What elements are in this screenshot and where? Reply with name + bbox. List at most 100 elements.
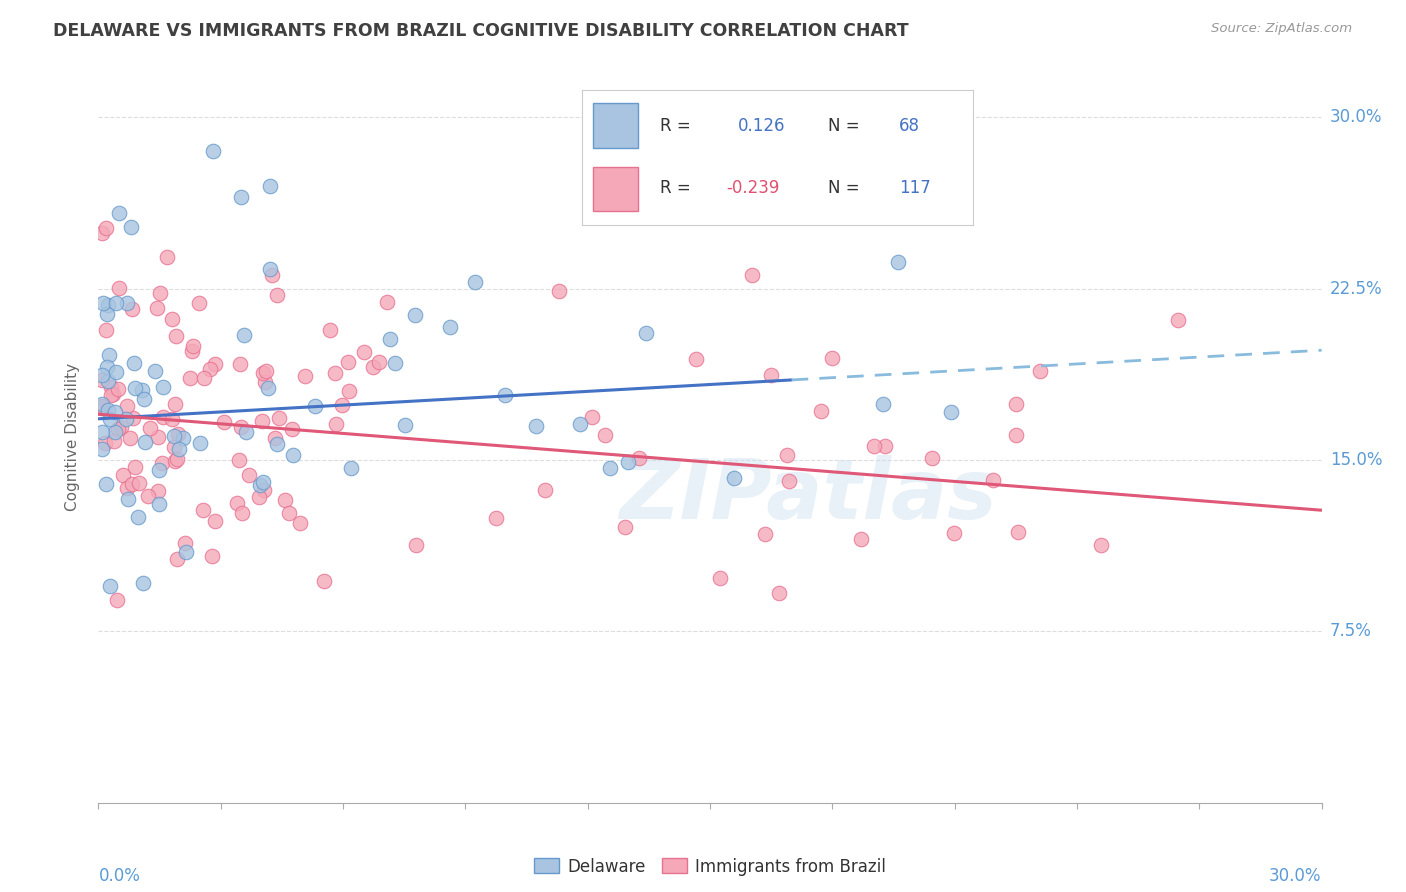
Point bbox=[105, 296, 128, 310]
Point bbox=[212, 415, 235, 429]
Point bbox=[91, 399, 114, 413]
Point bbox=[91, 401, 114, 415]
Point bbox=[193, 371, 215, 385]
Point bbox=[105, 365, 128, 379]
Point bbox=[160, 312, 183, 326]
Point bbox=[281, 422, 304, 436]
Point bbox=[166, 452, 188, 467]
Point bbox=[464, 275, 486, 289]
Point bbox=[103, 434, 125, 448]
Point bbox=[981, 474, 1004, 488]
Point bbox=[121, 302, 143, 317]
Text: DELAWARE VS IMMIGRANTS FROM BRAZIL COGNITIVE DISABILITY CORRELATION CHART: DELAWARE VS IMMIGRANTS FROM BRAZIL COGNI… bbox=[53, 22, 910, 40]
Point bbox=[254, 375, 277, 389]
Point bbox=[340, 461, 363, 475]
Point bbox=[122, 356, 145, 370]
Point bbox=[91, 373, 114, 387]
Point bbox=[283, 448, 305, 462]
Point bbox=[94, 435, 117, 450]
Point bbox=[132, 575, 155, 590]
Point bbox=[188, 296, 211, 310]
Point bbox=[494, 388, 516, 402]
Point bbox=[110, 420, 132, 434]
Point bbox=[152, 410, 174, 425]
Point bbox=[260, 268, 283, 283]
Point bbox=[614, 519, 637, 533]
Point bbox=[485, 511, 508, 525]
Point bbox=[146, 301, 169, 315]
Point bbox=[107, 421, 129, 435]
Point bbox=[939, 404, 962, 418]
Point bbox=[685, 351, 707, 366]
Point bbox=[136, 489, 159, 503]
Point bbox=[105, 593, 128, 607]
Point bbox=[173, 536, 195, 550]
Point bbox=[290, 516, 312, 530]
Point bbox=[314, 574, 336, 588]
Point bbox=[810, 404, 832, 418]
Point bbox=[100, 380, 122, 394]
Point bbox=[124, 381, 146, 395]
Point bbox=[93, 296, 115, 310]
Point bbox=[229, 420, 252, 434]
Point bbox=[167, 427, 190, 442]
Point bbox=[108, 281, 131, 295]
Point bbox=[259, 178, 281, 193]
Point bbox=[134, 434, 156, 449]
Text: 22.5%: 22.5% bbox=[1330, 279, 1382, 298]
Point bbox=[294, 368, 316, 383]
Point bbox=[759, 368, 782, 382]
Point bbox=[111, 467, 134, 482]
Point bbox=[439, 320, 461, 334]
Point bbox=[361, 359, 384, 374]
Point bbox=[134, 392, 156, 406]
Point bbox=[191, 503, 214, 517]
Point bbox=[127, 510, 149, 524]
Point bbox=[232, 327, 254, 342]
Point bbox=[921, 451, 943, 466]
Point bbox=[1029, 363, 1052, 377]
Text: ZIPatlas: ZIPatlas bbox=[619, 455, 997, 536]
Point bbox=[188, 436, 211, 450]
Point bbox=[100, 388, 122, 402]
Text: 7.5%: 7.5% bbox=[1330, 623, 1372, 640]
Point bbox=[534, 483, 557, 497]
Point bbox=[228, 453, 250, 467]
Point bbox=[148, 430, 170, 444]
Point bbox=[249, 478, 271, 492]
Point bbox=[337, 355, 360, 369]
Point bbox=[709, 571, 731, 585]
Point bbox=[264, 431, 287, 445]
Point bbox=[121, 476, 143, 491]
Point bbox=[330, 398, 353, 412]
Point bbox=[165, 397, 187, 411]
Point bbox=[94, 477, 117, 491]
Point bbox=[91, 368, 114, 383]
Point bbox=[97, 298, 120, 312]
Point bbox=[122, 411, 145, 425]
Point bbox=[91, 226, 114, 240]
Point bbox=[148, 483, 170, 498]
Point bbox=[165, 328, 187, 343]
Point bbox=[98, 579, 121, 593]
Point bbox=[863, 439, 886, 453]
Point bbox=[581, 410, 603, 425]
Point bbox=[404, 308, 426, 322]
Point bbox=[526, 419, 548, 434]
Point bbox=[198, 361, 221, 376]
Point bbox=[875, 439, 897, 453]
Point bbox=[179, 371, 201, 385]
Point bbox=[278, 506, 301, 520]
Point bbox=[96, 360, 118, 375]
Point bbox=[872, 397, 894, 411]
Point bbox=[266, 288, 288, 302]
Point bbox=[394, 418, 416, 433]
Point bbox=[405, 538, 427, 552]
Legend: Delaware, Immigrants from Brazil: Delaware, Immigrants from Brazil bbox=[527, 851, 893, 882]
Point bbox=[163, 429, 186, 443]
Point bbox=[886, 254, 908, 268]
Point bbox=[97, 374, 120, 388]
Point bbox=[131, 384, 153, 398]
Point bbox=[98, 411, 121, 425]
Text: 30.0%: 30.0% bbox=[1270, 867, 1322, 885]
